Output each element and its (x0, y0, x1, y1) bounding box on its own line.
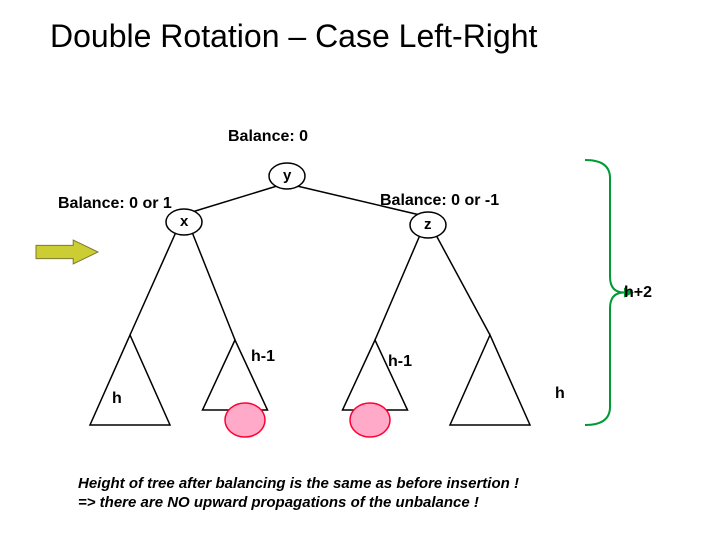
balance-y-label: Balance: 0 (228, 128, 308, 146)
balance-z-label: Balance: 0 or -1 (380, 192, 499, 210)
footnote-line1: Height of tree after balancing is the sa… (78, 475, 519, 492)
node-z-label: z (424, 216, 432, 233)
node-y-label: y (283, 167, 291, 184)
inserted-node-left (225, 403, 265, 437)
hm1-left-label: h-1 (251, 348, 275, 366)
subtree-h-left (90, 335, 170, 425)
balance-x-label: Balance: 0 or 1 (58, 195, 172, 213)
arrow-icon (36, 240, 98, 264)
inserted-node-right (350, 403, 390, 437)
hm1-right-label: h-1 (388, 353, 412, 371)
height-brace (585, 160, 624, 425)
diagram-svg (0, 0, 720, 540)
h-left-label: h (112, 390, 122, 408)
hplus2-label: h+2 (624, 284, 652, 302)
subtree-h-right (450, 335, 530, 425)
subtree-hm1-right (343, 340, 408, 410)
h-right-label: h (555, 385, 565, 403)
footnote-line2: => there are NO upward propagations of t… (78, 494, 479, 511)
node-x-label: x (180, 213, 188, 230)
